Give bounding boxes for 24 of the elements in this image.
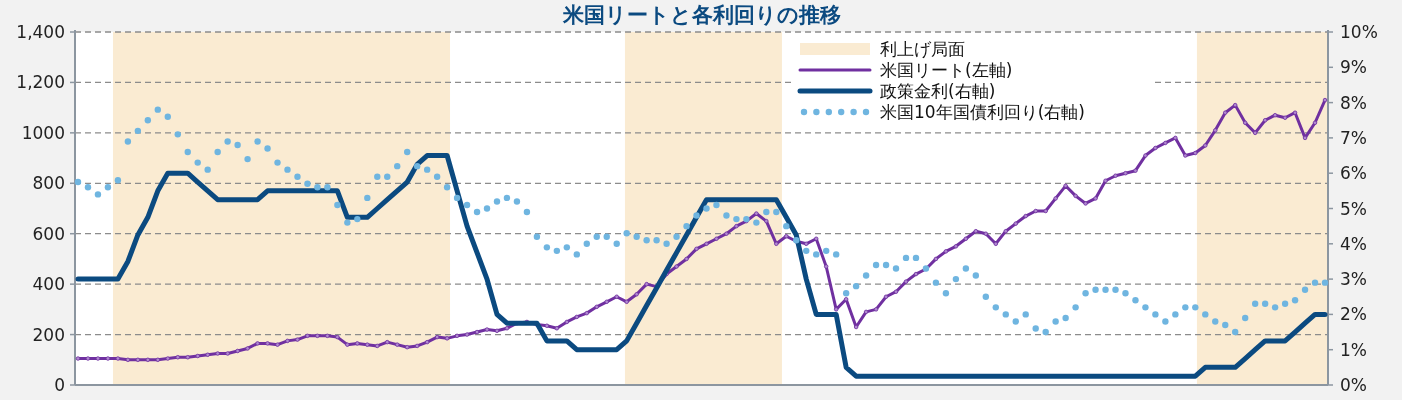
y2-tick-label: 9%: [1340, 57, 1367, 78]
y-tick-label: 800: [32, 173, 65, 194]
y-tick-label: 600: [32, 223, 65, 244]
y2-tick-label: 5%: [1340, 198, 1367, 219]
y2-tick-label: 2%: [1340, 304, 1367, 325]
y2-tick-label: 1%: [1340, 339, 1367, 360]
y-tick-label: 400: [32, 274, 65, 295]
legend-label: 米国10年国債利回り(右軸): [880, 102, 1085, 122]
y2-tick-label: 7%: [1340, 127, 1367, 148]
y-tick-label: 0: [54, 375, 65, 395]
y-tick-label: 1,400: [16, 22, 65, 42]
annotation: 利上げ局面: [880, 39, 965, 59]
y2-tick-label: 0%: [1340, 375, 1367, 395]
y2-tick-label: 4%: [1340, 233, 1367, 254]
y-tick-label: 1,200: [16, 72, 65, 93]
legend-label: 政策金利(右軸): [880, 81, 996, 101]
legend-label: 米国リート(左軸): [880, 60, 1013, 80]
y2-tick-label: 10%: [1340, 22, 1378, 42]
y-tick-label: 1000: [21, 122, 65, 143]
y2-tick-label: 3%: [1340, 269, 1367, 290]
chart-title: 米国リートと各利回りの推移: [561, 3, 841, 27]
y2-tick-label: 6%: [1340, 163, 1367, 184]
y2-tick-label: 8%: [1340, 92, 1367, 113]
y-tick-label: 200: [32, 324, 65, 345]
